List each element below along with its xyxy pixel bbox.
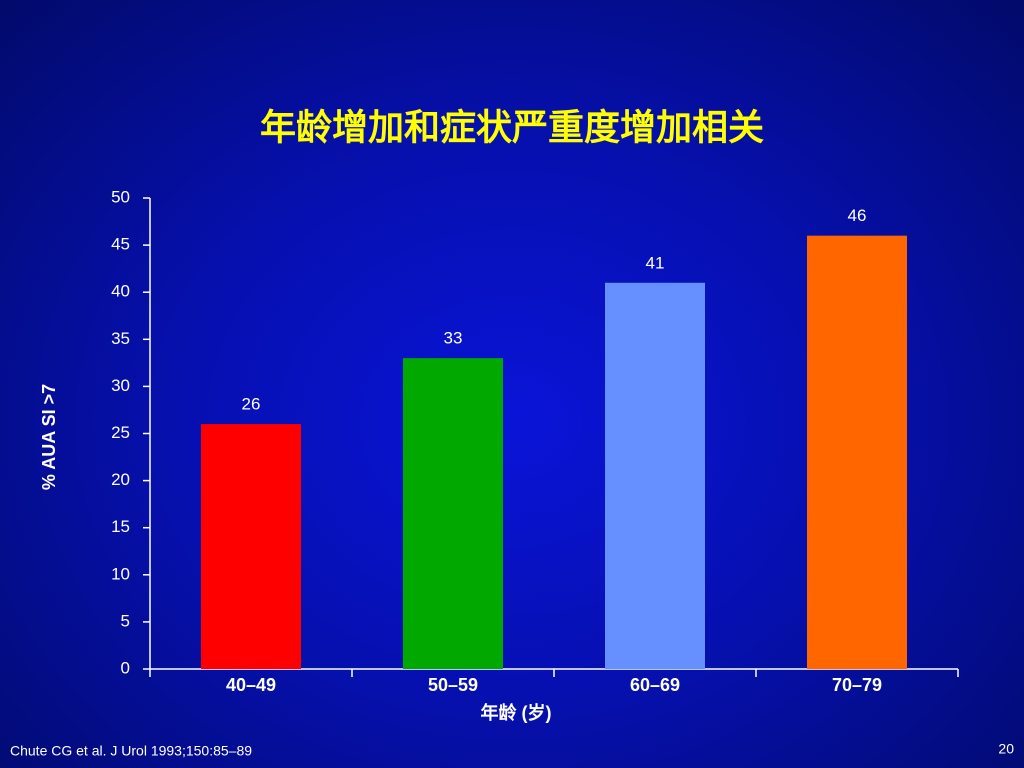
bar <box>201 424 301 669</box>
y-tick-label: 25 <box>111 423 130 442</box>
footnote: Chute CG et al. J Urol 1993;150:85–89 <box>10 743 252 759</box>
bar <box>403 358 503 669</box>
x-tick-label: 40–49 <box>226 675 276 695</box>
value-label: 33 <box>444 329 463 348</box>
x-tick-label: 70–79 <box>832 675 882 695</box>
value-label: 46 <box>848 206 867 225</box>
y-tick-label: 15 <box>111 517 130 536</box>
y-axis-label: % AUA SI >7 <box>39 384 59 490</box>
y-tick-label: 30 <box>111 376 130 395</box>
x-tick-label: 50–59 <box>428 675 478 695</box>
y-tick-label: 35 <box>111 329 130 348</box>
page-number: 20 <box>998 741 1014 757</box>
chart-title: 年龄增加和症状严重度增加相关 <box>260 107 764 148</box>
value-label: 41 <box>646 253 665 272</box>
y-tick-label: 20 <box>111 470 130 489</box>
x-axis-label: 年龄 (岁) <box>481 702 552 723</box>
bar <box>807 235 907 669</box>
y-tick-label: 50 <box>111 187 130 206</box>
bar <box>605 282 705 669</box>
value-label: 26 <box>242 395 261 414</box>
y-tick-label: 0 <box>121 658 130 677</box>
y-tick-label: 10 <box>111 564 130 583</box>
y-tick-label: 40 <box>111 282 130 301</box>
y-tick-label: 5 <box>121 611 130 630</box>
y-tick-label: 45 <box>111 235 130 254</box>
x-tick-label: 60–69 <box>630 675 680 695</box>
